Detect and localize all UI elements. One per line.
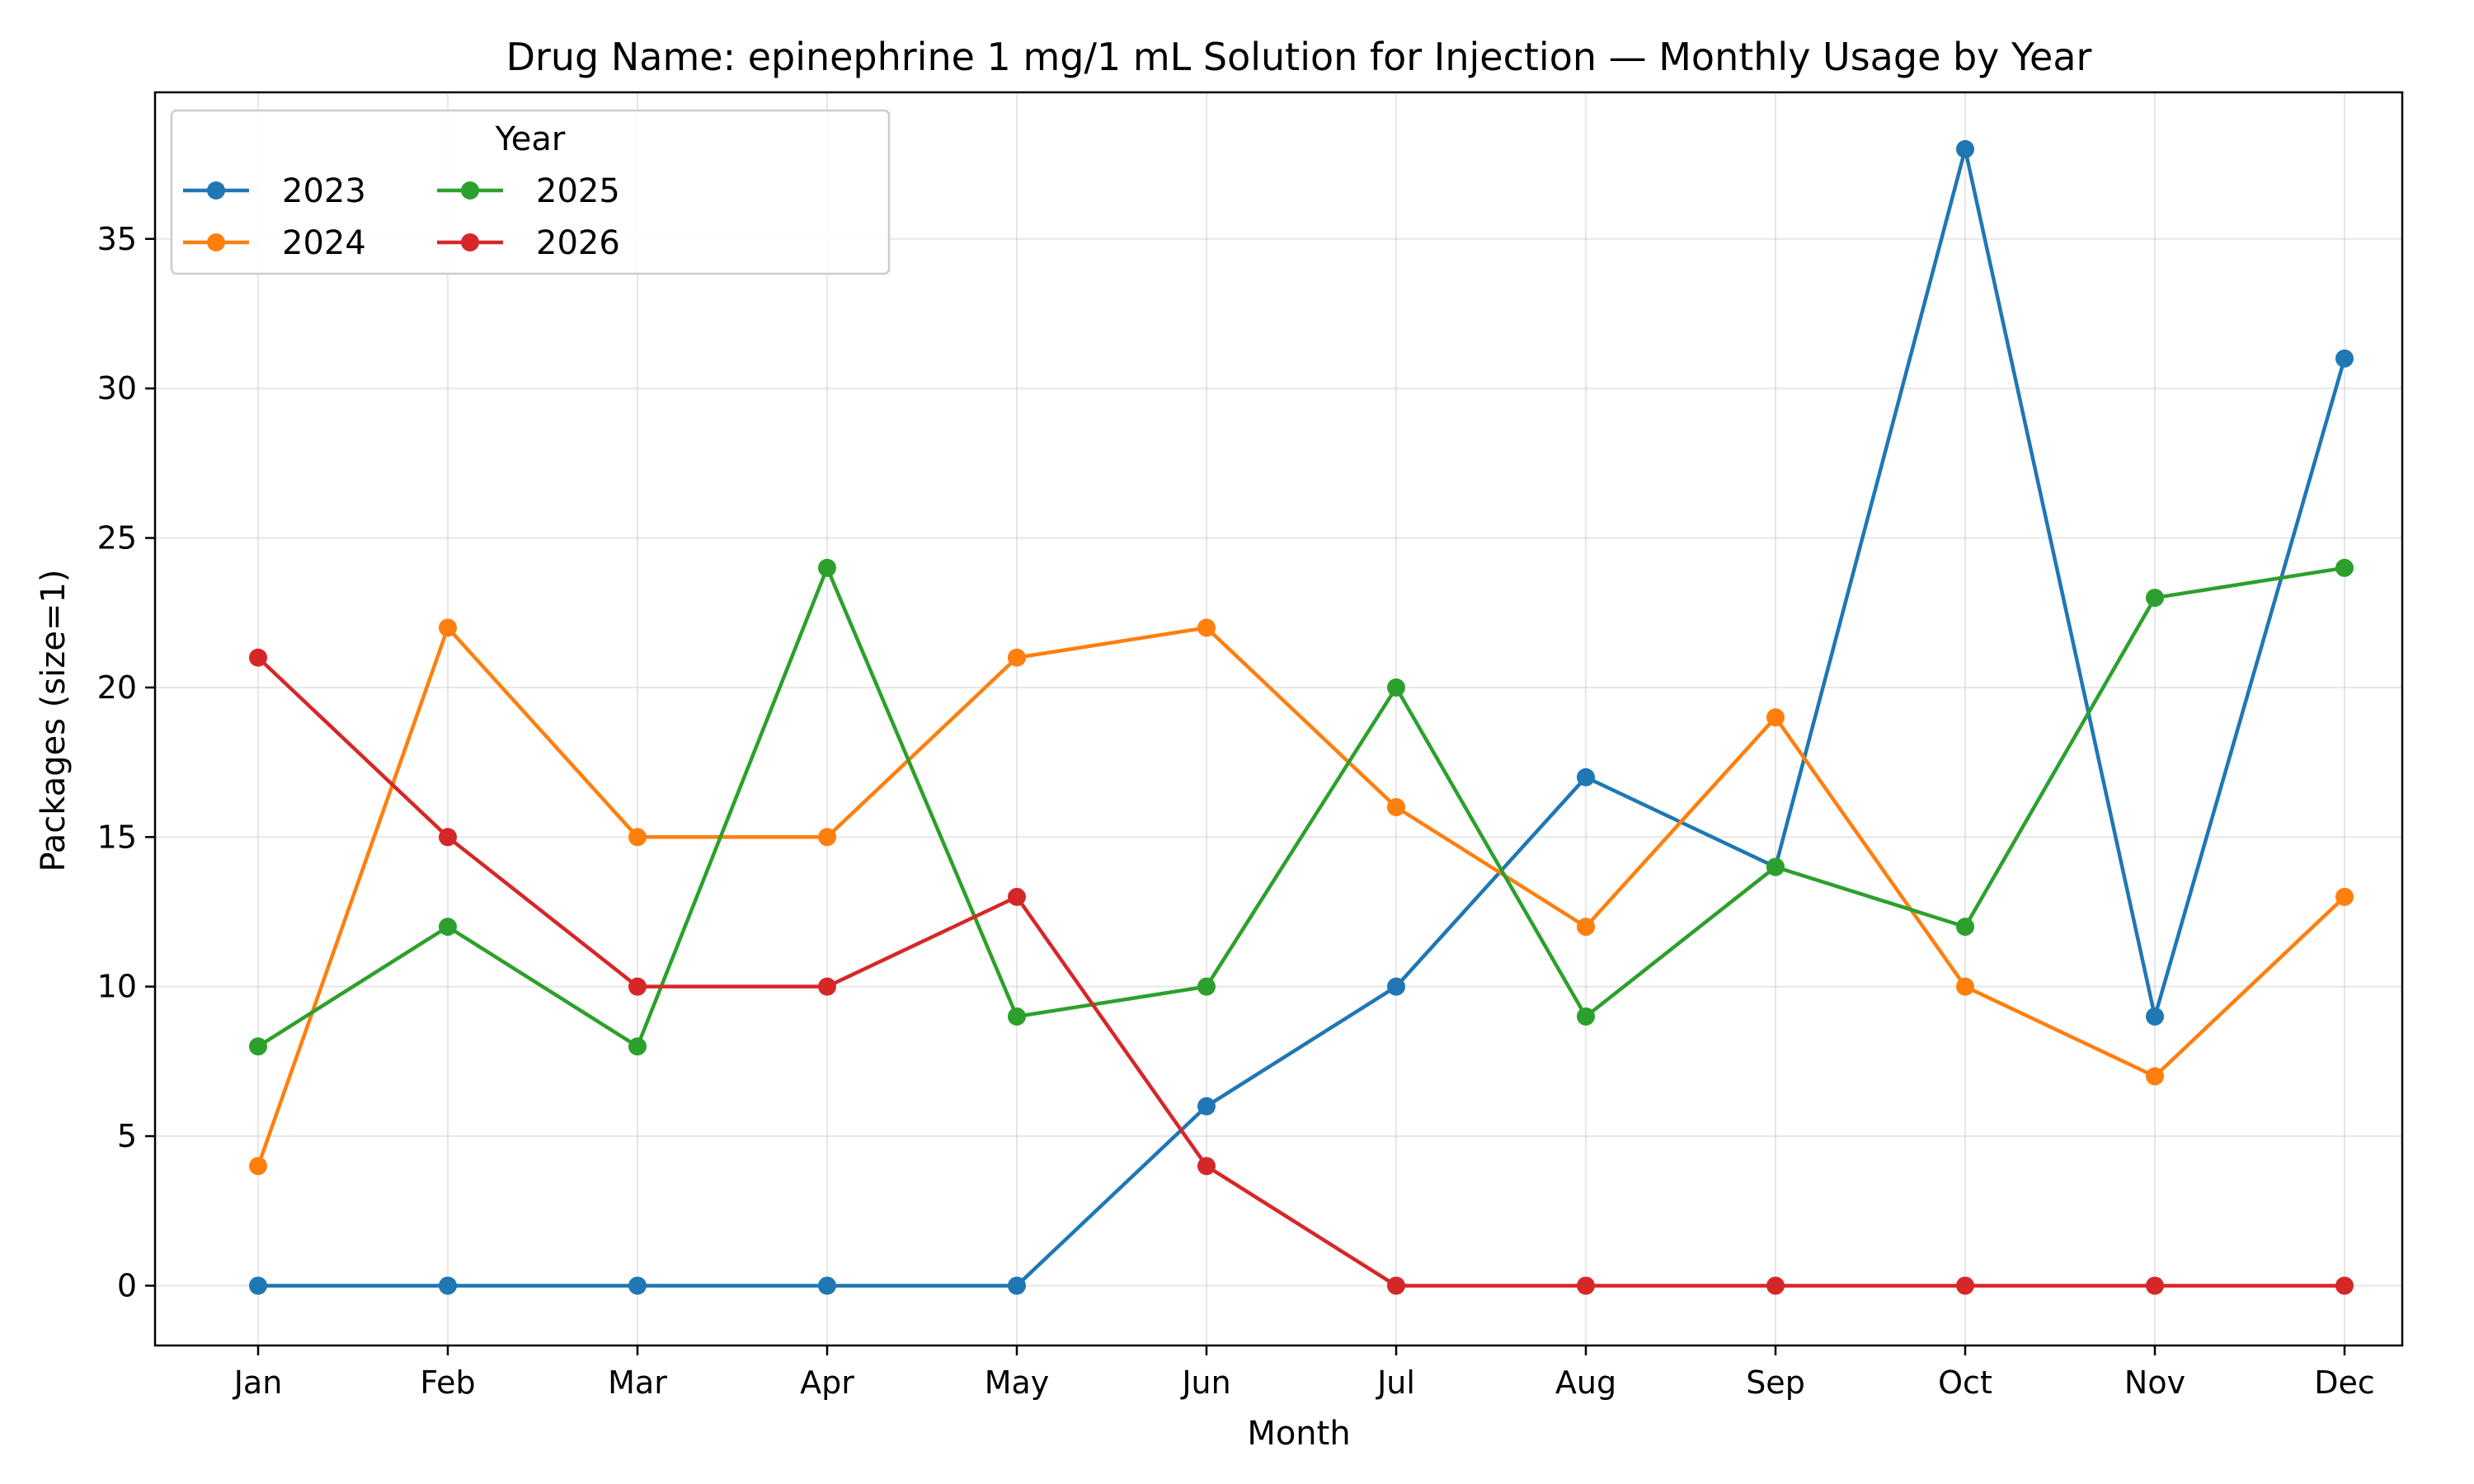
legend-marker — [207, 233, 225, 251]
series-2026 — [249, 648, 2354, 1295]
data-point-2024-May — [1008, 648, 1026, 667]
x-tick-label: Jul — [1376, 1364, 1415, 1401]
y-tick-label: 0 — [117, 1267, 137, 1303]
data-point-2026-Jul — [1387, 1276, 1405, 1295]
data-point-2025-Aug — [1577, 1007, 1595, 1026]
y-axis-label: Packages (size=1) — [35, 569, 73, 871]
series-layer — [249, 139, 2354, 1295]
x-tick-label: Jun — [1180, 1364, 1230, 1401]
x-tick-label: Mar — [608, 1364, 667, 1401]
x-tick-label: May — [985, 1364, 1050, 1401]
data-point-2023-Apr — [818, 1276, 836, 1295]
x-tick-label: Oct — [1938, 1364, 1992, 1401]
data-point-2023-Feb — [439, 1276, 457, 1295]
data-point-2025-Feb — [439, 918, 457, 937]
data-point-2025-Jul — [1387, 678, 1405, 697]
legend-frame — [170, 109, 891, 275]
x-tick-label: Aug — [1555, 1364, 1616, 1401]
data-point-2025-Dec — [2335, 558, 2354, 577]
x-tick-label: Nov — [2124, 1364, 2185, 1401]
data-point-2025-Sep — [1766, 857, 1785, 876]
data-point-2024-Apr — [818, 828, 836, 847]
series-line-2026 — [256, 655, 2345, 1288]
legend-marker — [207, 181, 225, 200]
data-point-2026-Jan — [249, 648, 267, 667]
data-point-2024-Jun — [1197, 618, 1216, 637]
data-point-2024-Oct — [1956, 977, 1974, 996]
data-point-2024-Dec — [2335, 887, 2354, 906]
legend-item-2025: 2025 — [437, 172, 620, 210]
series-line-2024 — [256, 626, 2346, 1167]
data-point-2023-Mar — [628, 1276, 647, 1295]
y-tick-label: 10 — [97, 969, 137, 1005]
legend-label: 2025 — [536, 172, 620, 210]
tick-labels: Jan Feb Mar Apr May Jun Jul Aug Sep Oct Nov Dec 0 5 10… — [97, 221, 2375, 1401]
data-point-2026-Apr — [818, 977, 836, 996]
y-tick-label: 35 — [97, 221, 137, 257]
data-point-2025-May — [1008, 1007, 1026, 1026]
data-point-2023-Jan — [249, 1276, 267, 1295]
data-point-2024-Feb — [439, 618, 457, 637]
series-2024 — [249, 618, 2354, 1176]
data-point-2023-Oct — [1956, 139, 1974, 158]
data-point-2026-Jun — [1197, 1157, 1216, 1176]
series-2025 — [249, 558, 2354, 1056]
data-point-2024-Nov — [2146, 1067, 2164, 1086]
x-tick-label: Sep — [1746, 1364, 1805, 1401]
y-tick-label: 20 — [97, 669, 137, 706]
x-tick-label: Dec — [2314, 1364, 2375, 1401]
data-point-2024-Jul — [1387, 798, 1405, 817]
legend-marker — [461, 233, 479, 251]
grid — [155, 92, 2402, 1345]
data-point-2026-Aug — [1577, 1276, 1595, 1295]
data-point-2023-Aug — [1577, 768, 1595, 787]
y-tick-label: 15 — [97, 819, 137, 855]
data-point-2023-May — [1008, 1276, 1026, 1295]
legend-marker — [461, 181, 479, 200]
chart-title: Drug Name: epinephrine 1 mg/1 mL Solutio… — [506, 35, 2092, 79]
data-point-2026-Nov — [2146, 1276, 2164, 1295]
y-tick-label: 5 — [117, 1118, 137, 1154]
legend-item-2023: 2023 — [183, 172, 366, 210]
series-line-2023 — [258, 147, 2347, 1288]
y-tick-label: 25 — [97, 520, 137, 556]
legend-label: 2023 — [282, 172, 366, 210]
data-point-2025-Jan — [249, 1037, 267, 1056]
x-axis-label: Month — [1247, 1415, 1350, 1453]
data-point-2025-Nov — [2146, 589, 2164, 608]
data-point-2026-Oct — [1956, 1276, 1974, 1295]
x-tick-label: Jan — [233, 1364, 283, 1401]
data-point-2024-Mar — [628, 828, 647, 847]
x-tick-label: Apr — [800, 1364, 854, 1401]
legend-item-2024: 2024 — [183, 224, 366, 262]
data-point-2026-Mar — [628, 977, 647, 996]
data-point-2023-Jul — [1387, 977, 1405, 996]
data-point-2025-Apr — [818, 558, 836, 577]
data-point-2023-Nov — [2146, 1007, 2164, 1026]
legend-item-2026: 2026 — [437, 224, 620, 262]
data-point-2025-Mar — [628, 1037, 647, 1056]
data-point-2025-Oct — [1956, 918, 1974, 937]
data-point-2026-Dec — [2335, 1276, 2354, 1295]
legend-label: 2024 — [282, 224, 366, 262]
data-point-2026-Feb — [439, 828, 457, 847]
data-point-2026-Sep — [1766, 1276, 1785, 1295]
data-point-2023-Dec — [2335, 349, 2354, 368]
axes — [145, 91, 2404, 1355]
data-point-2023-Jun — [1197, 1097, 1216, 1115]
axes-frame — [153, 91, 2404, 1347]
data-point-2026-May — [1008, 887, 1026, 906]
legend-title: Year — [495, 120, 566, 158]
plot-area — [155, 92, 2402, 1345]
data-point-2025-Jun — [1197, 977, 1216, 996]
legend-label: 2026 — [536, 224, 620, 262]
data-point-2024-Jan — [249, 1157, 267, 1176]
series-line-2025 — [256, 566, 2345, 1049]
y-tick-label: 30 — [97, 370, 137, 406]
x-tick-label: Feb — [420, 1364, 475, 1401]
legend: Year 2023 2024 2025 2026 — [170, 109, 891, 275]
data-point-2024-Aug — [1577, 918, 1595, 937]
data-point-2024-Sep — [1766, 708, 1785, 727]
